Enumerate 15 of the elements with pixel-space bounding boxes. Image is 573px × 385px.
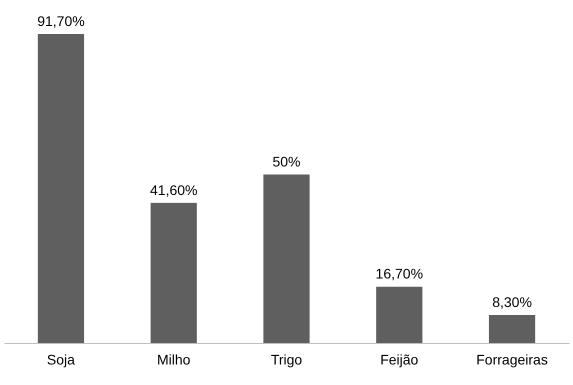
data-label: 41,60% bbox=[150, 182, 198, 198]
data-label: 8,30% bbox=[492, 294, 532, 310]
bar bbox=[150, 202, 197, 343]
bar bbox=[488, 315, 536, 343]
data-label: 91,70% bbox=[37, 13, 85, 29]
bar bbox=[38, 34, 84, 343]
x-tick-label: Soja bbox=[46, 352, 76, 368]
x-tick-label: Trigo bbox=[270, 352, 302, 368]
x-tick-label: Feijão bbox=[380, 352, 419, 368]
bar bbox=[263, 174, 310, 343]
bar bbox=[376, 286, 422, 343]
data-label: 16,70% bbox=[376, 266, 424, 282]
x-tick-label: Forrageiras bbox=[476, 352, 548, 368]
data-label: 50% bbox=[272, 154, 301, 170]
x-tick-label: Milho bbox=[156, 352, 191, 368]
